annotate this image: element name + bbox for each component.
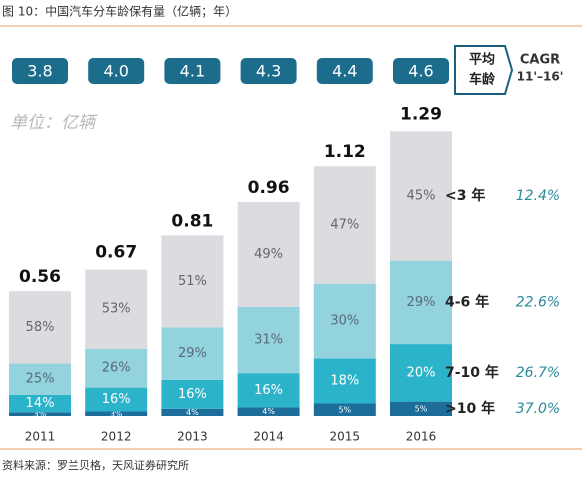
segment-label: 45%	[407, 188, 436, 203]
legend-label: 7-10 年	[445, 364, 499, 381]
bar-segment	[9, 363, 71, 395]
segment-label: 16%	[178, 387, 207, 402]
x-tick-label: 2016	[406, 430, 437, 444]
avg-age-label: 4.4	[332, 62, 357, 81]
segment-label: 18%	[330, 374, 359, 389]
x-tick-label: 2013	[177, 430, 208, 444]
bar-segment	[161, 235, 224, 328]
bar-segment	[85, 348, 148, 388]
segment-label: 16%	[254, 383, 283, 398]
segment-label: 49%	[254, 247, 283, 262]
bar-segment	[9, 291, 71, 364]
bar-segment	[237, 373, 300, 408]
bar-segment	[237, 407, 300, 416]
cagr-value: 12.4%	[516, 188, 560, 204]
total-label: 0.81	[171, 211, 213, 231]
avg-age-label: 3.8	[27, 62, 52, 81]
segment-label: 29%	[178, 346, 207, 361]
bar-segment	[85, 269, 148, 349]
segment-label: 26%	[102, 361, 131, 376]
bar-segment	[313, 283, 376, 359]
total-label: 0.96	[248, 178, 290, 198]
bar-segment	[161, 327, 224, 380]
bar-segment	[390, 401, 452, 416]
segment-label: 29%	[407, 295, 436, 310]
avg-age-header: 平均	[469, 52, 495, 68]
cagr-header: CAGR	[520, 53, 560, 68]
bar-segment	[390, 131, 452, 261]
avg-age-box	[316, 58, 373, 84]
segment-label: 47%	[330, 217, 359, 232]
segment-label: 30%	[330, 314, 359, 329]
bar-segment	[161, 379, 224, 409]
avg-age-box	[164, 58, 221, 84]
segment-label: 51%	[178, 274, 207, 289]
segment-label: 20%	[407, 365, 436, 380]
bar-segment	[9, 394, 71, 413]
x-tick-label: 2012	[101, 430, 132, 444]
unit-label: 单位：亿辆	[10, 113, 98, 133]
bar-segment	[85, 387, 148, 412]
avg-age-label: 4.0	[103, 62, 128, 81]
cagr-value: 22.6%	[516, 294, 560, 310]
avg-age-box	[240, 58, 297, 84]
bar-segment	[237, 201, 300, 307]
bar-segment	[237, 306, 300, 374]
segment-label: 25%	[26, 372, 55, 387]
bar-segment	[390, 260, 452, 345]
avg-age-box	[393, 58, 449, 84]
avg-age-box	[88, 58, 145, 84]
avg-age-label: 4.1	[180, 62, 205, 81]
segment-label: 31%	[254, 333, 283, 348]
source: 资料来源：罗兰贝格，天风证券研究所	[2, 458, 189, 472]
segment-label: 58%	[26, 320, 55, 335]
bar-segment	[313, 358, 376, 404]
segment-label: 3%	[110, 409, 123, 418]
avg-age-box	[12, 58, 68, 84]
avg-age-label: 4.6	[408, 62, 433, 81]
segment-label: 16%	[102, 392, 131, 407]
bar-segment	[9, 412, 71, 416]
total-label: 0.67	[95, 243, 137, 263]
segment-label: 4%	[186, 408, 199, 417]
segment-label: 3%	[34, 410, 47, 419]
x-tick-label: 2015	[330, 430, 361, 444]
segment-label: 14%	[26, 396, 55, 411]
avg-age-header-box	[454, 45, 514, 95]
avg-age-header: 车龄	[469, 72, 496, 88]
segment-label: 53%	[102, 302, 131, 317]
chart-title: 图 10：中国汽车分车龄保有量（亿辆；年）	[2, 4, 237, 19]
cagr-value: 37.0%	[516, 401, 560, 417]
legend-label: 4-6 年	[445, 293, 489, 310]
total-label: 1.12	[324, 142, 366, 162]
cagr-value: 26.7%	[516, 365, 560, 381]
segment-label: 5%	[338, 405, 351, 414]
bar-segment	[313, 403, 376, 416]
cagr-period: 11'–16'	[517, 70, 564, 84]
segment-label: 5%	[415, 404, 428, 413]
legend-label: >10 年	[445, 400, 495, 417]
segment-label: 4%	[262, 407, 275, 416]
x-tick-label: 2011	[25, 430, 56, 444]
bar-segment	[313, 166, 376, 284]
avg-age-label: 4.3	[256, 62, 281, 81]
bar-segment	[85, 411, 148, 416]
total-label: 1.29	[400, 104, 442, 124]
total-label: 0.56	[19, 267, 61, 287]
legend-label: <3 年	[445, 187, 485, 204]
bar-segment	[390, 344, 452, 402]
bar-segment	[161, 408, 224, 416]
x-tick-label: 2014	[253, 430, 284, 444]
